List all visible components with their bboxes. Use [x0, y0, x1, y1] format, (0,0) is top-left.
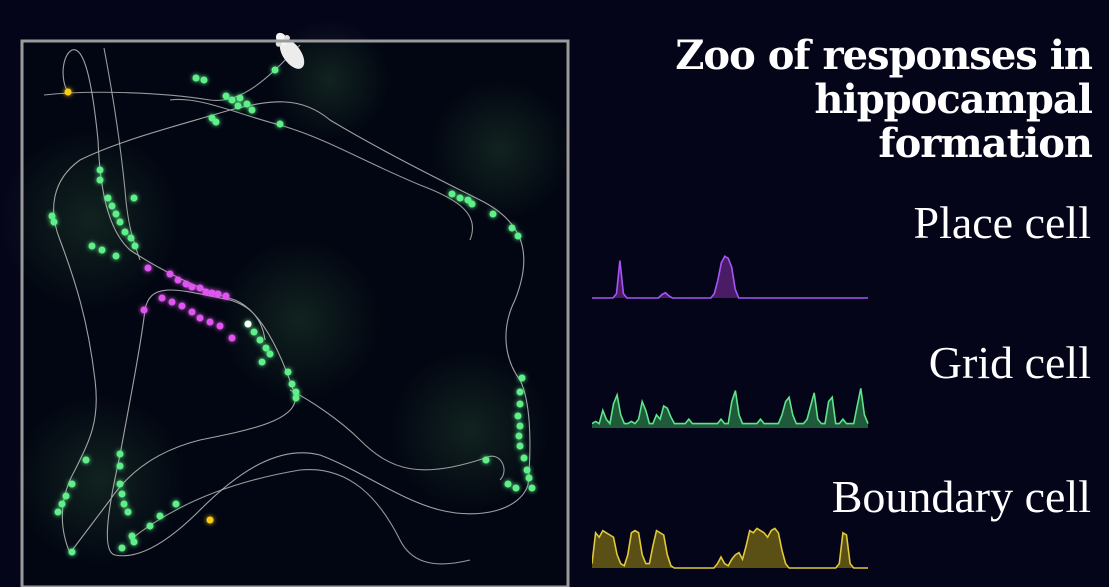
boundary-trace-line — [592, 527, 868, 569]
title-line-2: hippocampal formation — [814, 76, 1093, 167]
arena-figure — [0, 20, 570, 587]
page-title: Zoo of responses in hippocampal formatio… — [592, 32, 1093, 167]
boundary-cell-label: Boundary cell — [831, 471, 1091, 522]
field-haze — [0, 20, 570, 565]
grid-cell-trace — [592, 388, 869, 428]
place-cell-trace — [592, 255, 868, 299]
trajectory-path-2 — [43, 44, 505, 565]
boundary-trace-area — [592, 528, 868, 568]
boundary-cell-trace — [592, 527, 868, 569]
grid-cell-label: Grid cell — [928, 337, 1091, 388]
grid-trace-line — [592, 388, 869, 426]
place-cell-spikes — [140, 264, 236, 342]
place-trace-line — [592, 255, 868, 299]
arena-panel — [0, 20, 570, 587]
arena-border — [20, 39, 570, 587]
overlap-spike — [244, 320, 252, 328]
place-cell-label: Place cell — [913, 197, 1091, 248]
title-line-1: Zoo of responses in — [675, 32, 1093, 79]
trajectory-path — [53, 49, 531, 557]
place-trace-area — [592, 256, 868, 298]
grid-cell-spikes — [48, 66, 536, 556]
boundary-cell-spikes — [64, 88, 214, 524]
